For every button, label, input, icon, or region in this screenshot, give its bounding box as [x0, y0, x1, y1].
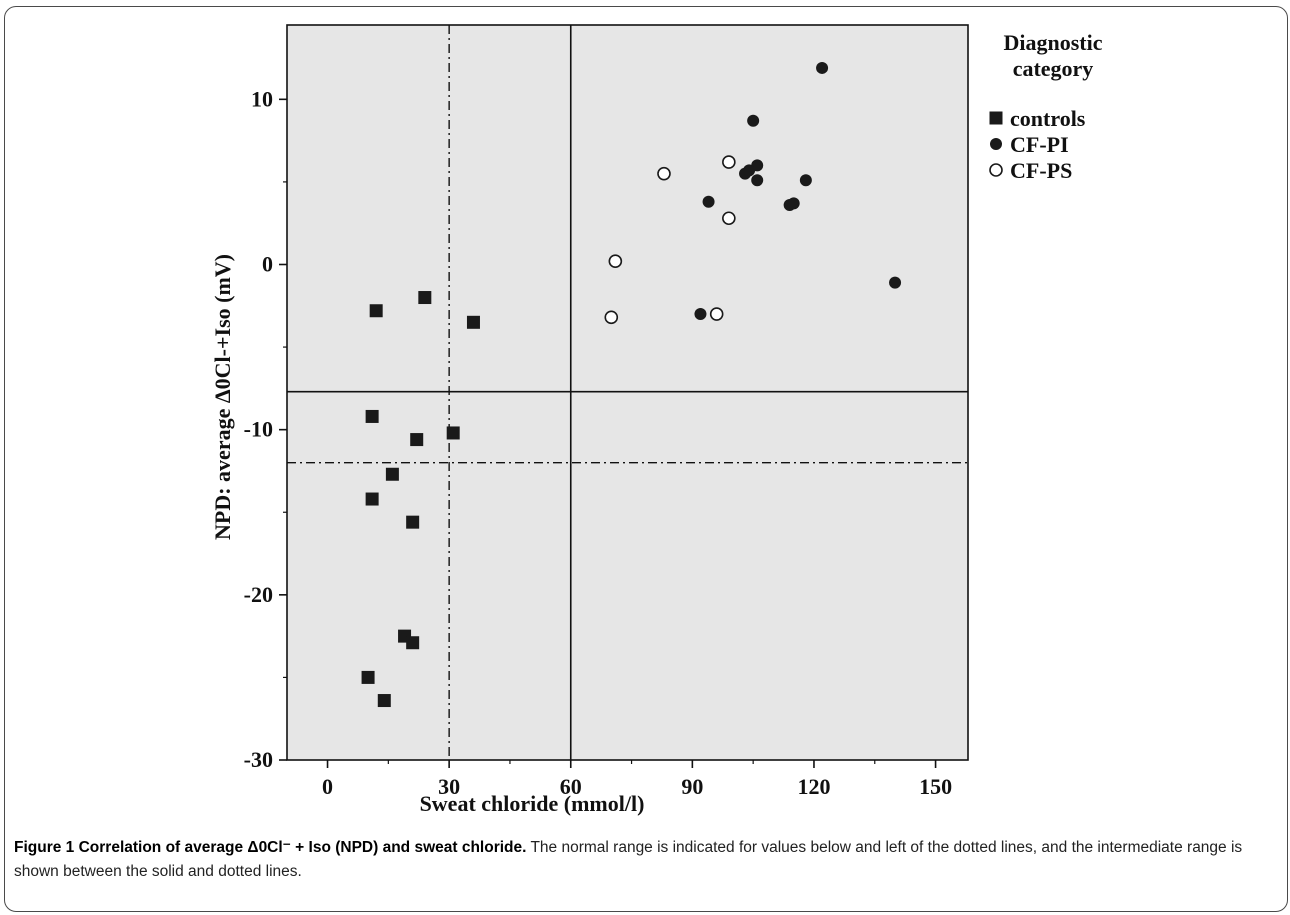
x-tick-label: 60 — [560, 774, 582, 799]
legend-label-cf-pi: CF-PI — [1010, 132, 1069, 157]
point-cf-ps — [657, 166, 671, 181]
point-cf-pi — [889, 276, 902, 289]
point-controls — [361, 670, 375, 684]
legend-label-cf-ps: CF-PS — [1010, 158, 1072, 183]
y-axis-label: NPD: average Δ0Cl-+Iso (mV) — [210, 254, 235, 540]
y-tick-label: -20 — [244, 582, 273, 607]
scatter-chart: 0 30 60 90 120 150 -30 -20 -10 0 10 Sweat chloride… — [210, 24, 1103, 816]
point-cf-ps — [722, 211, 736, 226]
figure-caption: Figure 1 Correlation of average Δ0Cl⁻ + … — [14, 836, 1276, 884]
point-cf-pi — [702, 195, 715, 208]
point-cf-pi — [799, 174, 812, 187]
legend-title-line-1: Diagnostic — [1004, 30, 1103, 55]
point-controls — [365, 409, 379, 423]
point-controls — [406, 636, 420, 650]
y-tick-label: 0 — [262, 251, 273, 276]
plot-border — [286, 24, 969, 761]
point-controls — [385, 467, 399, 481]
point-controls — [446, 426, 460, 440]
x-tick-label: 120 — [797, 774, 830, 799]
legend-label-controls: controls — [1010, 106, 1086, 131]
point-cf-pi — [747, 114, 760, 127]
caption-body: The normal range is indicated for values… — [14, 839, 1243, 880]
point-controls — [466, 315, 480, 329]
x-tick-label: 0 — [322, 774, 333, 799]
point-controls — [406, 515, 420, 529]
y-tick-label: 10 — [251, 86, 273, 111]
point-cf-ps — [709, 307, 724, 321]
caption-title: Figure 1 Correlation of average Δ0Cl⁻ + … — [14, 839, 527, 856]
legend-title-line-2: category — [1013, 56, 1094, 81]
y-tick-label: -30 — [244, 747, 273, 772]
point-controls — [410, 433, 424, 447]
y-tick-label: -10 — [244, 417, 273, 442]
legend-marker-cf-pi — [990, 138, 1002, 150]
point-cf-pi — [743, 164, 756, 177]
point-cf-pi — [816, 61, 829, 74]
legend-marker-cf-ps — [989, 163, 1003, 177]
x-tick-label: 90 — [681, 774, 703, 799]
point-cf-ps — [608, 254, 623, 268]
point-cf-ps — [722, 155, 736, 169]
x-axis-label: Sweat chloride (mmol/l) — [420, 791, 645, 816]
point-controls — [418, 291, 432, 305]
point-controls — [369, 304, 383, 318]
x-tick-label: 150 — [919, 774, 952, 799]
point-cf-pi — [694, 308, 707, 321]
legend-marker-controls — [989, 111, 1003, 125]
point-cf-ps — [604, 310, 619, 325]
plot-area: 0 30 60 90 120 150 -30 -20 -10 0 10 — [244, 24, 969, 799]
x-tick-label: 30 — [438, 774, 460, 799]
point-controls — [365, 492, 379, 506]
figure-frame — [4, 6, 1288, 912]
point-cf-pi — [787, 197, 800, 210]
point-controls — [377, 694, 391, 708]
plot-background — [287, 25, 968, 760]
point-cf-pi — [751, 174, 764, 187]
